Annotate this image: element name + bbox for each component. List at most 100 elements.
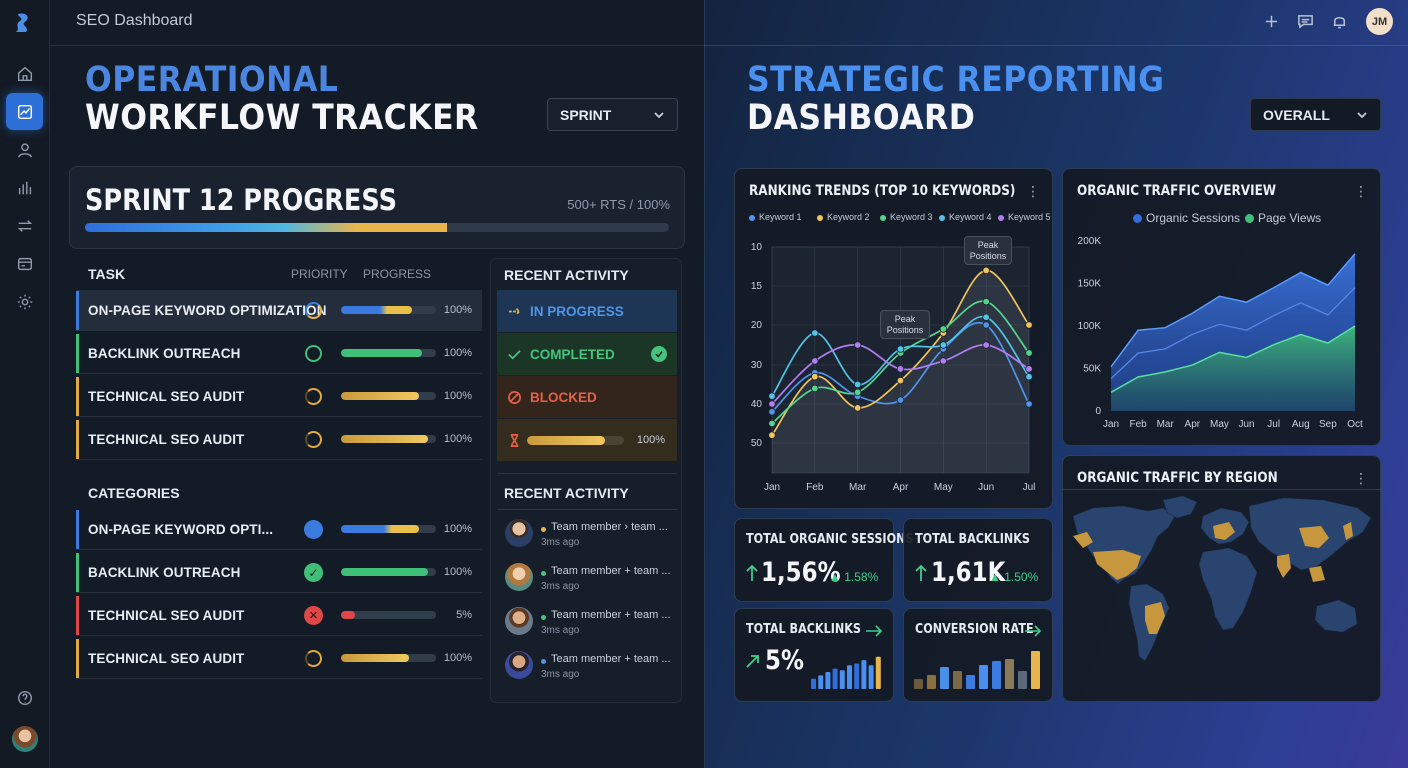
task-row[interactable]: TECHNICAL SEO AUDIT 100% — [76, 419, 482, 460]
category-row[interactable]: TECHNICAL SEO AUDIT ✕ 5% — [76, 595, 482, 636]
row-stripe — [76, 377, 79, 416]
category-label: ON-PAGE KEYWORD OPTI... — [88, 521, 274, 537]
feed-item[interactable]: Team member + team ... 3ms ago — [505, 649, 675, 693]
data-point — [768, 408, 776, 416]
check-icon: ✓ — [304, 563, 323, 582]
feed-item[interactable]: Team member + team ... 3ms ago — [505, 605, 675, 649]
data-point — [853, 341, 862, 349]
y-tick-label: 30 — [751, 360, 763, 371]
brazil-highlight — [1145, 602, 1165, 634]
kpi-title: TOTAL BACKLINKS — [915, 532, 1030, 547]
x-tick-label: May — [1210, 419, 1229, 430]
north-america-region — [1072, 505, 1176, 585]
spark-bar — [953, 671, 962, 689]
more-options-icon[interactable]: ⋮ — [1354, 470, 1368, 486]
nav-analytics[interactable] — [6, 169, 43, 206]
progress-bar — [341, 611, 436, 619]
progress-pct: 100% — [443, 347, 472, 359]
category-row[interactable]: TECHNICAL SEO AUDIT 100% — [76, 638, 482, 679]
blue-dot-icon — [304, 520, 323, 539]
nav-users[interactable] — [6, 131, 43, 168]
progress-pct: 100% — [443, 566, 472, 578]
region-divider — [1063, 489, 1382, 490]
feed-item[interactable]: Team member + team ... 3ms ago — [505, 561, 675, 605]
data-point — [1025, 400, 1033, 408]
nav-home[interactable] — [6, 55, 43, 92]
kpi-organic-sessions: TOTAL ORGANIC SESSIONS 1,56% ▲ 1.58% — [734, 518, 913, 602]
status-blocked[interactable]: BLOCKED — [497, 376, 677, 418]
priority-ring-icon — [305, 388, 322, 405]
nav-dashboard[interactable] — [6, 93, 43, 130]
nav-transfers[interactable] — [6, 207, 43, 244]
task-row[interactable]: TECHNICAL SEO AUDIT 100% — [76, 376, 482, 417]
data-point — [811, 384, 819, 393]
peak-annotation-1: Peak Positions — [880, 310, 930, 339]
sprint-dropdown-value: SPRINT — [560, 106, 612, 123]
profile-avatar[interactable] — [12, 726, 38, 752]
notifications-button[interactable] — [1328, 10, 1350, 32]
sessions-line — [1110, 253, 1356, 368]
task-label: BACKLINK OUTREACH — [88, 345, 241, 361]
spark-bar — [868, 665, 874, 689]
sprint-dropdown[interactable]: SPRINT — [547, 98, 678, 131]
pageviews-line — [1110, 325, 1356, 393]
spark-bar — [1018, 671, 1027, 689]
spark-bar — [861, 660, 867, 689]
progress-fill — [341, 392, 419, 400]
more-options-icon[interactable]: ⋮ — [1354, 183, 1368, 199]
more-options-icon[interactable]: ⋮ — [1026, 183, 1040, 199]
spark-bar — [854, 663, 860, 689]
check-circle-icon — [651, 346, 667, 362]
legend-swatch — [817, 214, 823, 221]
peak-annotation-2: Peak Positions — [964, 236, 1012, 265]
region-card: ORGANIC TRAFFIC BY REGION ⋮ — [1062, 455, 1382, 702]
ranking-trends-title: RANKING TRENDS (TOP 10 KEYWORDS) — [749, 183, 1016, 199]
feed-item[interactable]: Team member › team ... 3ms ago — [505, 517, 675, 561]
legend-swatch — [1133, 214, 1142, 224]
plus-icon — [1265, 15, 1277, 27]
arrow-up-icon — [915, 564, 927, 581]
status-dot — [541, 571, 546, 576]
task-column-header: TASK — [88, 266, 126, 282]
southeast-asia-highlight — [1309, 566, 1325, 582]
spark-bar — [966, 675, 975, 689]
data-point — [896, 396, 905, 404]
category-row[interactable]: BACKLINK OUTREACH ✓ 100% — [76, 552, 482, 593]
arrow-right-icon[interactable] — [865, 625, 883, 637]
user-avatar[interactable]: JM — [1366, 8, 1393, 35]
kpi-total-backlinks: TOTAL BACKLINKS 1,61K ▲ 1.50% — [903, 518, 1053, 602]
progress-pct: 100% — [443, 390, 472, 402]
nav-help[interactable] — [6, 679, 43, 716]
add-button[interactable] — [1260, 10, 1282, 32]
legend-label: Keyword 4 — [949, 212, 992, 222]
nav-settings[interactable] — [6, 283, 43, 320]
status-progress-row[interactable]: 100% — [497, 419, 677, 461]
x-tick-label: Oct — [1347, 419, 1363, 430]
spark-bar — [979, 665, 988, 689]
category-row[interactable]: ON-PAGE KEYWORD OPTI... 100% — [76, 509, 482, 550]
europe-highlight — [1213, 522, 1235, 540]
region-title: ORGANIC TRAFFIC BY REGION — [1077, 470, 1278, 486]
status-in-progress[interactable]: IN PROGRESS — [497, 290, 677, 332]
progress-fill — [341, 568, 429, 576]
status-completed[interactable]: COMPLETED — [497, 333, 677, 375]
data-point — [853, 404, 862, 412]
kpi-backlinks-rate: TOTAL BACKLINKS 5% — [734, 608, 894, 702]
app-logo-icon[interactable] — [12, 10, 38, 36]
nav-billing[interactable] — [6, 245, 43, 282]
messages-button[interactable] — [1294, 10, 1316, 32]
task-row[interactable]: ON-PAGE KEYWORD OPTIMIZATION 100% — [76, 290, 482, 331]
organic-traffic-chart: 0 50K 100K 150K 200K Jan Feb Mar Apr May Jun Jul Aug… — [1078, 236, 1363, 430]
arrow-right-icon[interactable] — [1024, 625, 1042, 637]
legend-item: Keyword 2 — [817, 212, 870, 222]
category-label: TECHNICAL SEO AUDIT — [88, 607, 245, 623]
member-avatar — [505, 519, 533, 547]
overall-dropdown[interactable]: OVERALL — [1250, 98, 1381, 131]
task-row[interactable]: BACKLINK OUTREACH 100% — [76, 333, 482, 374]
spark-bar — [839, 670, 845, 689]
progress-pct: 5% — [456, 609, 472, 621]
x-tick-label: Jan — [1103, 419, 1119, 430]
legend-item: Keyword 5 — [998, 212, 1051, 222]
x-tick-label: Mar — [849, 482, 867, 493]
y-tick-label: 20 — [751, 320, 763, 331]
